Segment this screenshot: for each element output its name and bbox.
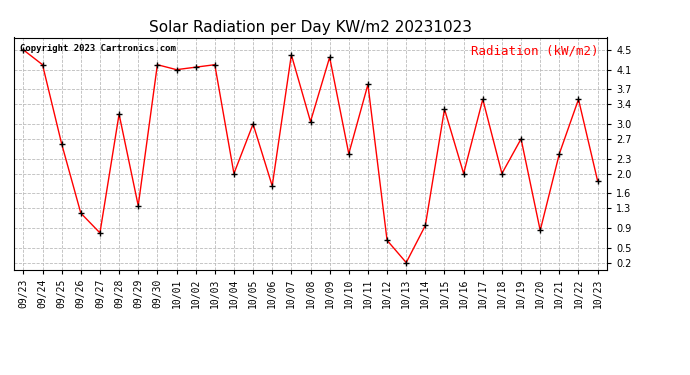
Text: Copyright 2023 Cartronics.com: Copyright 2023 Cartronics.com [20, 45, 176, 54]
Text: Radiation (kW/m2): Radiation (kW/m2) [471, 45, 598, 57]
Title: Solar Radiation per Day KW/m2 20231023: Solar Radiation per Day KW/m2 20231023 [149, 20, 472, 35]
